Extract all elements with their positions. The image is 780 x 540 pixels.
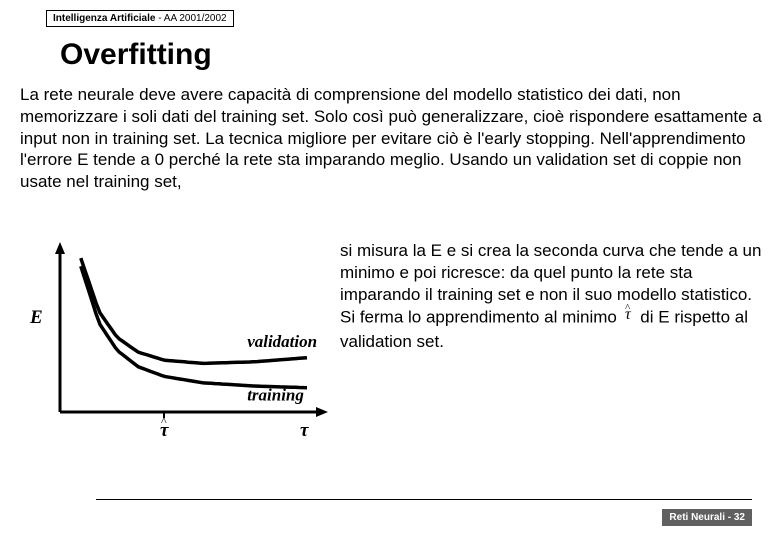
footer-rule (96, 499, 752, 500)
footer-page: 32 (734, 512, 745, 523)
svg-text:τ: τ (300, 420, 309, 441)
paragraph-right: si misura la E e si crea la seconda curv… (330, 240, 764, 450)
footer-sep: - (725, 512, 734, 523)
paragraph-top: La rete neurale deve avere capacità di c… (20, 84, 764, 193)
error-vs-tau-chart: Evalidationtrainingτ^τ (20, 240, 330, 450)
svg-text:^: ^ (625, 303, 631, 314)
course-header-tag: Intelligenza Artificiale - AA 2001/2002 (46, 10, 234, 27)
svg-text:training: training (247, 386, 304, 405)
tau-hat-inline-symbol: τ^ (622, 303, 636, 329)
footer-section: Reti Neurali (669, 512, 725, 523)
header-sep: - (155, 13, 163, 24)
svg-text:E: E (29, 307, 43, 328)
lower-area: Evalidation training τ^ τ si misura la E e … (20, 240, 764, 450)
footer-tag: Reti Neurali - 32 (662, 509, 752, 526)
svg-text:^: ^ (161, 414, 167, 428)
course-name: Intelligenza Artificiale (53, 13, 155, 24)
svg-text:validation: validation (247, 332, 317, 351)
slide-title: Overfitting (60, 38, 212, 72)
course-year: AA 2001/2002 (164, 13, 227, 24)
